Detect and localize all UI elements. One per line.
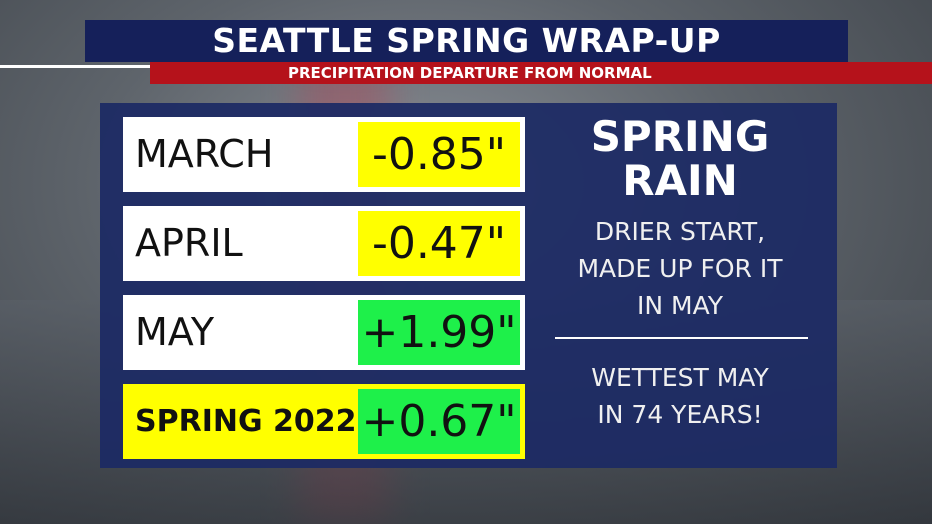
table-row: SPRING 2022 +0.67" (123, 384, 525, 459)
note-line: IN 74 YEARS! (597, 400, 763, 429)
title: SEATTLE SPRING WRAP-UP (212, 21, 721, 60)
row-value: +1.99" (358, 300, 520, 365)
note-line: WETTEST MAY (591, 363, 769, 392)
row-value: +0.67" (358, 389, 520, 454)
side-note: DRIER START, MADE UP FOR IT IN MAY (545, 213, 815, 324)
table-row: APRIL -0.47" (123, 206, 525, 281)
row-label: SPRING 2022 (135, 404, 357, 439)
side-heading: SPRING RAIN (545, 115, 815, 203)
row-label: MAY (135, 310, 215, 354)
note-line: MADE UP FOR IT (577, 254, 783, 283)
heading-line: RAIN (622, 156, 738, 205)
panel: MARCH -0.85" APRIL -0.47" MAY +1.99" SPRING 20… (100, 103, 837, 468)
note-line: DRIER START, (594, 217, 766, 246)
divider (555, 337, 808, 339)
note-line: IN MAY (636, 291, 724, 320)
title-bar: SEATTLE SPRING WRAP-UP (85, 20, 848, 62)
row-value: -0.85" (358, 122, 520, 187)
table-row: MARCH -0.85" (123, 117, 525, 192)
row-value: -0.47" (358, 211, 520, 276)
accent-line (0, 65, 150, 68)
subtitle: PRECIPITATION DEPARTURE FROM NORMAL (288, 64, 652, 82)
row-label: MARCH (135, 132, 274, 176)
subtitle-bar: PRECIPITATION DEPARTURE FROM NORMAL (150, 62, 932, 84)
side-panel: SPRING RAIN DRIER START, MADE UP FOR IT IN … (545, 103, 815, 468)
side-note: WETTEST MAY IN 74 YEARS! (545, 359, 815, 433)
row-label: APRIL (135, 221, 243, 265)
heading-line: SPRING (590, 112, 770, 161)
table-row: MAY +1.99" (123, 295, 525, 370)
